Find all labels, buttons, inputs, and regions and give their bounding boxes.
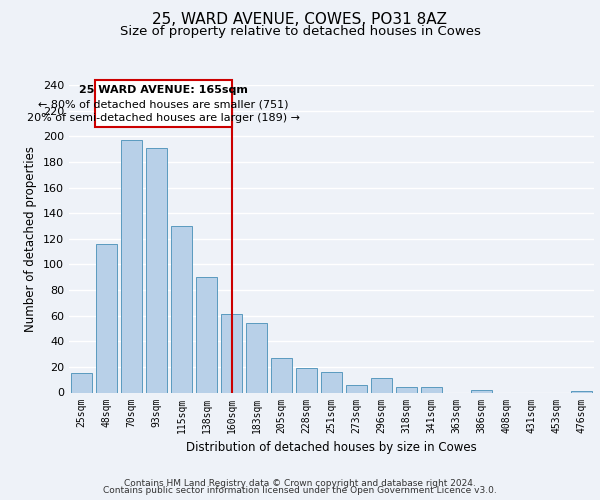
Bar (96, 244, 117, 392)
X-axis label: Distribution of detached houses by size in Cowes: Distribution of detached houses by size … (186, 441, 477, 454)
Text: Contains public sector information licensed under the Open Government Licence v3: Contains public sector information licen… (103, 486, 497, 495)
Text: ← 80% of detached houses are smaller (751): ← 80% of detached houses are smaller (75… (38, 99, 289, 109)
Bar (171, 226, 192, 392)
Text: Contains HM Land Registry data © Crown copyright and database right 2024.: Contains HM Land Registry data © Crown c… (124, 478, 476, 488)
Bar (371, 378, 392, 392)
Text: 20% of semi-detached houses are larger (189) →: 20% of semi-detached houses are larger (… (27, 113, 300, 123)
Bar (471, 390, 492, 392)
FancyBboxPatch shape (95, 80, 232, 128)
Bar (296, 368, 317, 392)
Bar (221, 314, 242, 392)
Bar (271, 358, 292, 392)
Bar (146, 148, 167, 392)
Bar (571, 391, 592, 392)
Bar (321, 372, 342, 392)
Bar (421, 388, 442, 392)
Bar (71, 374, 92, 392)
Text: 25, WARD AVENUE, COWES, PO31 8AZ: 25, WARD AVENUE, COWES, PO31 8AZ (152, 12, 448, 28)
Bar (246, 324, 267, 392)
Bar (396, 388, 417, 392)
Text: Size of property relative to detached houses in Cowes: Size of property relative to detached ho… (119, 25, 481, 38)
Bar (121, 140, 142, 392)
Bar (196, 277, 217, 392)
Text: 25 WARD AVENUE: 165sqm: 25 WARD AVENUE: 165sqm (79, 85, 248, 95)
Y-axis label: Number of detached properties: Number of detached properties (25, 146, 37, 332)
Bar (346, 385, 367, 392)
